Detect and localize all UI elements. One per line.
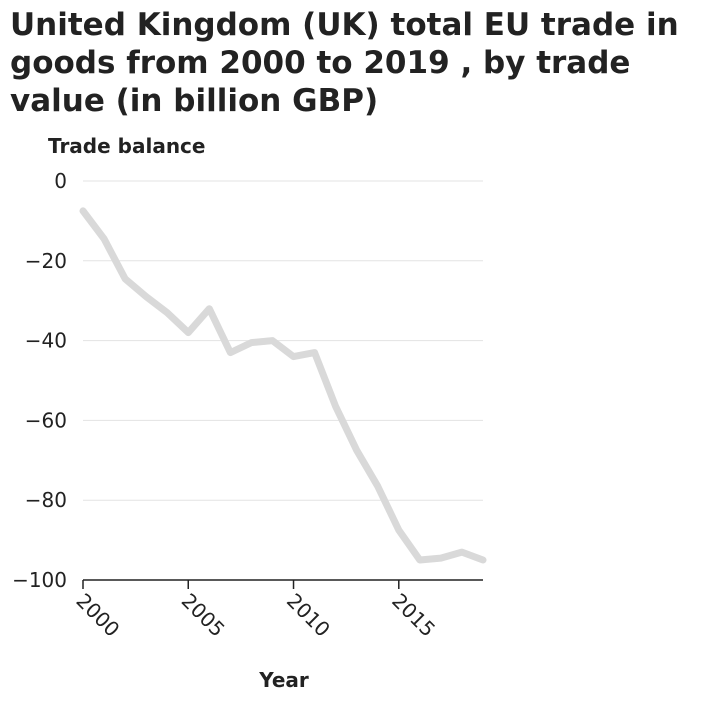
y-tick-label: −100 xyxy=(12,568,67,592)
gridlines xyxy=(83,180,483,501)
y-tick-label: −20 xyxy=(25,249,67,273)
y-axis-ticks: 0 −20 −40 −60 −80 −100 xyxy=(12,169,67,592)
x-tick-label: 2015 xyxy=(387,589,440,642)
chart-title: United Kingdom (UK) total EU trade in go… xyxy=(10,7,679,119)
series-layer xyxy=(79,207,487,564)
x-axis-label: Year xyxy=(259,668,309,692)
y-axis-label: Trade balance xyxy=(48,134,206,158)
y-tick-label: −80 xyxy=(25,488,67,512)
x-tick-label: 2005 xyxy=(177,589,230,642)
y-tick-label: −40 xyxy=(25,329,67,353)
x-tick-label: 2010 xyxy=(282,589,335,642)
y-tick-label: −60 xyxy=(25,408,67,432)
series-line xyxy=(79,207,487,564)
x-axis-ticks: 2000 2005 2010 2015 xyxy=(71,580,440,642)
x-tick-label: 2000 xyxy=(71,589,124,642)
y-tick-label: 0 xyxy=(54,169,67,193)
